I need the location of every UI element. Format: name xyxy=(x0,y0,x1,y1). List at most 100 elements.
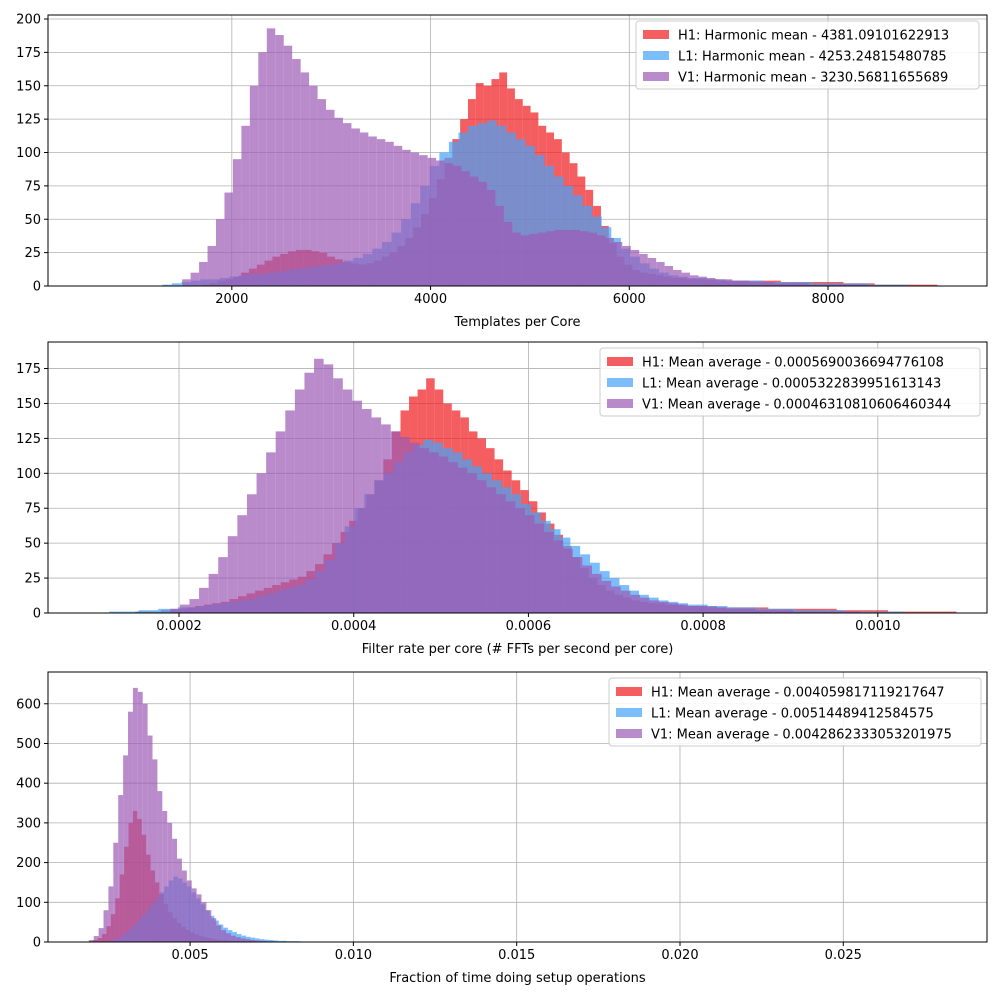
bar xyxy=(361,409,372,613)
bar xyxy=(745,608,755,613)
bar xyxy=(170,608,180,613)
bar xyxy=(438,456,449,613)
x-tick-label: 6000 xyxy=(613,292,646,307)
bar xyxy=(259,939,265,942)
bar xyxy=(342,123,352,287)
legend-swatch xyxy=(643,30,669,39)
bar xyxy=(726,608,736,613)
y-tick-label: 150 xyxy=(16,397,41,412)
bar xyxy=(783,283,792,286)
bar xyxy=(147,735,153,942)
y-tick: 500 xyxy=(16,737,48,752)
legend-entry-h1: H1: Harmonic mean - 4381.09101622913 xyxy=(643,29,949,44)
bar xyxy=(260,940,266,942)
bar xyxy=(419,155,428,286)
x-tick-label: 0.020 xyxy=(661,948,698,963)
bar xyxy=(191,888,197,942)
bar xyxy=(841,611,851,613)
series-v1 xyxy=(182,28,868,287)
bar xyxy=(622,245,631,286)
bar xyxy=(264,939,269,942)
bar xyxy=(947,611,957,613)
bar xyxy=(698,276,707,286)
bar xyxy=(342,389,353,613)
legend: H1: Mean average - 0.0005690036694776108… xyxy=(599,347,981,417)
y-tick: 50 xyxy=(24,537,48,552)
bar xyxy=(706,277,716,286)
bar xyxy=(596,235,606,286)
bar xyxy=(162,810,168,942)
bar xyxy=(250,937,256,942)
x-tick-label: 0.0008 xyxy=(680,619,726,634)
legend-swatch xyxy=(607,378,633,387)
bar xyxy=(461,171,470,286)
bar xyxy=(611,586,621,613)
y-tick-label: 200 xyxy=(16,856,41,871)
bar xyxy=(842,284,851,286)
x-tick: 2000 xyxy=(215,286,248,307)
x-tick-label: 0.0004 xyxy=(331,619,377,634)
bar xyxy=(774,610,784,613)
legend-swatch xyxy=(643,51,669,60)
bar xyxy=(172,838,178,942)
y-tick-label: 75 xyxy=(24,502,41,517)
y-tick: 200 xyxy=(16,856,48,871)
bar xyxy=(199,261,208,286)
bar xyxy=(211,918,217,942)
x-tick-label: 4000 xyxy=(414,292,447,307)
legend-label: V1: Mean average - 0.0004631081060646034… xyxy=(642,398,951,413)
bar xyxy=(240,938,246,942)
bar xyxy=(647,257,657,286)
bar xyxy=(833,284,843,286)
legend-label: L1: Mean average - 0.0005322839951613143 xyxy=(642,377,941,392)
bar xyxy=(113,842,119,942)
bar xyxy=(292,59,301,287)
bar xyxy=(732,280,741,286)
bar xyxy=(216,219,225,286)
y-tick-label: 50 xyxy=(24,213,41,228)
y-tick: 600 xyxy=(16,697,48,712)
bar xyxy=(930,611,940,613)
legend-entry-v1: V1: Harmonic mean - 3230.56811655689 xyxy=(643,71,948,86)
bar xyxy=(630,249,640,286)
y-tick: 400 xyxy=(16,777,48,792)
bar xyxy=(897,284,908,286)
bar xyxy=(639,253,648,286)
y-tick-label: 50 xyxy=(24,537,41,552)
bar xyxy=(802,611,813,613)
legend-label: H1: Mean average - 0.004059817119217647 xyxy=(651,686,945,701)
bar xyxy=(186,880,192,942)
x-tick: 6000 xyxy=(613,286,646,307)
bar xyxy=(869,284,879,286)
x-axis-label: Templates per Core xyxy=(453,315,580,330)
axes-frame xyxy=(47,341,988,614)
legend: H1: Mean average - 0.004059817119217647 L… xyxy=(608,677,982,747)
bar xyxy=(190,272,200,286)
bar xyxy=(905,611,914,613)
bar xyxy=(241,125,250,287)
bar xyxy=(630,594,640,613)
bar xyxy=(800,283,809,286)
bar xyxy=(368,136,377,286)
bar xyxy=(221,930,227,942)
bar xyxy=(716,607,727,613)
bar xyxy=(282,940,287,942)
y-tick-label: 0 xyxy=(33,936,41,951)
legend-label: H1: Mean average - 0.0005690036694776108 xyxy=(642,356,944,371)
bar xyxy=(326,109,335,286)
bar xyxy=(613,241,623,286)
bar xyxy=(922,611,931,613)
bar xyxy=(715,279,724,286)
bar xyxy=(659,601,669,613)
bar xyxy=(791,283,801,286)
legend-label: V1: Mean average - 0.0042862333053201975 xyxy=(651,728,952,743)
bar xyxy=(649,600,660,613)
bar xyxy=(351,128,360,286)
bar xyxy=(285,410,295,613)
x-tick: 0.005 xyxy=(171,942,209,963)
y-tick: 125 xyxy=(16,113,48,128)
bar xyxy=(230,935,236,942)
bar xyxy=(182,279,191,286)
bar xyxy=(808,284,817,286)
bar xyxy=(878,284,889,286)
